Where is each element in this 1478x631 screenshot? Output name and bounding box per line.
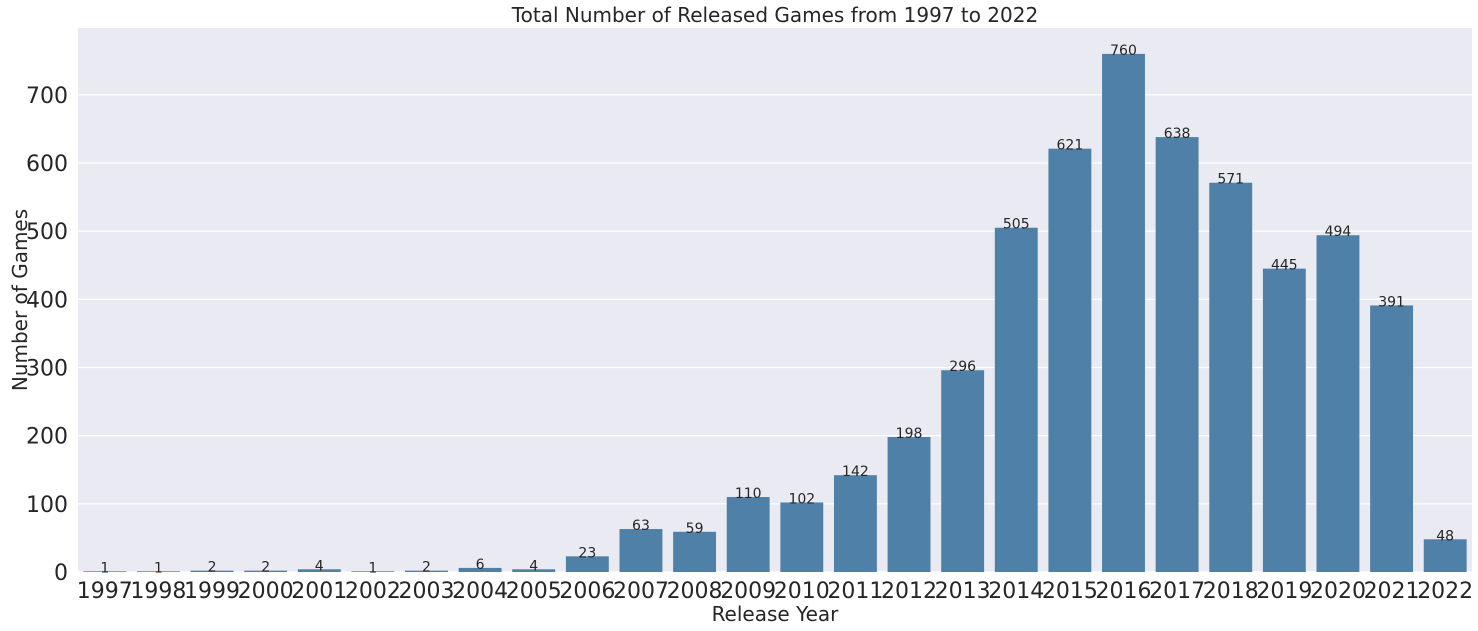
data-label-2010: 102 xyxy=(788,491,815,507)
bars xyxy=(83,53,1467,572)
bar-2015 xyxy=(1048,148,1092,572)
x-tick-label-2002: 2002 xyxy=(345,579,401,604)
data-label-2011: 142 xyxy=(842,464,869,480)
bar-2021 xyxy=(1370,305,1414,572)
x-tick-label-2019: 2019 xyxy=(1256,579,1312,604)
data-label-2015: 621 xyxy=(1057,138,1084,154)
bar-2020 xyxy=(1316,235,1360,572)
bar-1999 xyxy=(190,570,234,572)
data-label-2005: 4 xyxy=(529,558,538,574)
bar-2000 xyxy=(244,570,288,572)
y-tick-label: 200 xyxy=(26,425,68,450)
data-label-2019: 445 xyxy=(1271,258,1298,274)
bar-2008 xyxy=(673,531,717,572)
data-label-2014: 505 xyxy=(1003,217,1030,233)
x-tick-label-2022: 2022 xyxy=(1417,579,1473,604)
x-tick-label-2000: 2000 xyxy=(238,579,294,604)
y-tick-label: 100 xyxy=(26,493,68,518)
data-label-2013: 296 xyxy=(949,359,976,375)
y-tick-label: 0 xyxy=(54,561,68,586)
data-label-2012: 198 xyxy=(896,426,923,442)
x-tick-label-2005: 2005 xyxy=(506,579,562,604)
bar-1997 xyxy=(83,571,127,572)
bar-2006 xyxy=(565,556,609,572)
x-tick-label-2011: 2011 xyxy=(827,579,883,604)
data-label-2001: 4 xyxy=(315,558,324,574)
bar-2012 xyxy=(887,437,931,572)
data-label-2018: 571 xyxy=(1217,172,1244,188)
bar-2013 xyxy=(941,370,985,572)
data-label-2000: 2 xyxy=(261,560,270,576)
x-tick-label-2007: 2007 xyxy=(613,579,669,604)
x-tick-label-1998: 1998 xyxy=(130,579,186,604)
x-tick-label-2020: 2020 xyxy=(1310,579,1366,604)
x-tick-label-2010: 2010 xyxy=(774,579,830,604)
x-tick-label-2008: 2008 xyxy=(667,579,723,604)
x-tick-labels: 1997199819992000200120022003200420052006… xyxy=(77,579,1473,604)
y-axis-label: Number of Games xyxy=(8,209,32,391)
y-tick-label: 300 xyxy=(26,356,68,381)
bar-2007 xyxy=(619,529,663,572)
bar-2010 xyxy=(780,502,824,572)
bar-2003 xyxy=(405,570,448,572)
bar-1998 xyxy=(136,571,180,572)
data-label-2008: 59 xyxy=(686,521,704,537)
data-label-2021: 391 xyxy=(1378,294,1405,310)
data-label-2016: 760 xyxy=(1110,43,1137,59)
bar-2002 xyxy=(351,571,395,572)
data-label-2004: 6 xyxy=(476,557,485,573)
x-tick-label-1997: 1997 xyxy=(77,579,133,604)
data-label-2009: 110 xyxy=(735,486,762,502)
x-tick-label-2021: 2021 xyxy=(1364,579,1420,604)
y-tick-labels: 0 100 200 300 400 500 600 700 xyxy=(26,84,68,586)
bar-2004 xyxy=(458,567,502,572)
data-label-2003: 2 xyxy=(422,560,431,576)
chart-title: Total Number of Released Games from 1997… xyxy=(511,3,1038,27)
data-label-2007: 63 xyxy=(632,518,650,534)
data-label-2020: 494 xyxy=(1325,224,1352,240)
data-label-1998: 1 xyxy=(154,560,163,576)
bar-2001 xyxy=(297,569,341,572)
x-tick-label-2016: 2016 xyxy=(1096,579,1152,604)
data-label-2002: 1 xyxy=(368,560,377,576)
data-label-2006: 23 xyxy=(578,545,596,561)
bar-2018 xyxy=(1209,182,1253,572)
x-tick-label-2006: 2006 xyxy=(559,579,615,604)
x-tick-label-2001: 2001 xyxy=(291,579,347,604)
x-axis-label: Release Year xyxy=(712,602,840,626)
bar-2011 xyxy=(833,475,877,572)
bar-2022 xyxy=(1423,539,1467,572)
y-tick-label: 700 xyxy=(26,84,68,109)
bar-2016 xyxy=(1102,53,1145,572)
x-tick-label-1999: 1999 xyxy=(184,579,240,604)
x-tick-label-2015: 2015 xyxy=(1042,579,1098,604)
x-tick-label-2013: 2013 xyxy=(935,579,991,604)
x-tick-label-2014: 2014 xyxy=(988,579,1044,604)
bar-2017 xyxy=(1155,137,1199,572)
x-tick-label-2017: 2017 xyxy=(1149,579,1205,604)
data-label-2022: 48 xyxy=(1436,528,1454,544)
x-tick-label-2009: 2009 xyxy=(720,579,776,604)
y-tick-label: 400 xyxy=(26,288,68,313)
bar-2019 xyxy=(1262,268,1306,572)
x-tick-label-2003: 2003 xyxy=(399,579,455,604)
y-tick-label: 500 xyxy=(26,220,68,245)
x-tick-label-2018: 2018 xyxy=(1203,579,1259,604)
bar-2009 xyxy=(726,497,770,572)
data-labels: 1 1 2 2 4 1 2 6 4 23 63 59 110 102 142 198 296 505 621 760 6… xyxy=(100,43,1454,576)
data-label-1999: 2 xyxy=(208,560,217,576)
y-tick-label: 600 xyxy=(26,152,68,177)
x-tick-label-2012: 2012 xyxy=(881,579,937,604)
x-tick-label-2004: 2004 xyxy=(452,579,508,604)
data-label-2017: 638 xyxy=(1164,126,1191,142)
data-label-1997: 1 xyxy=(100,560,109,576)
bar-2005 xyxy=(512,569,556,572)
bar-2014 xyxy=(994,227,1038,572)
